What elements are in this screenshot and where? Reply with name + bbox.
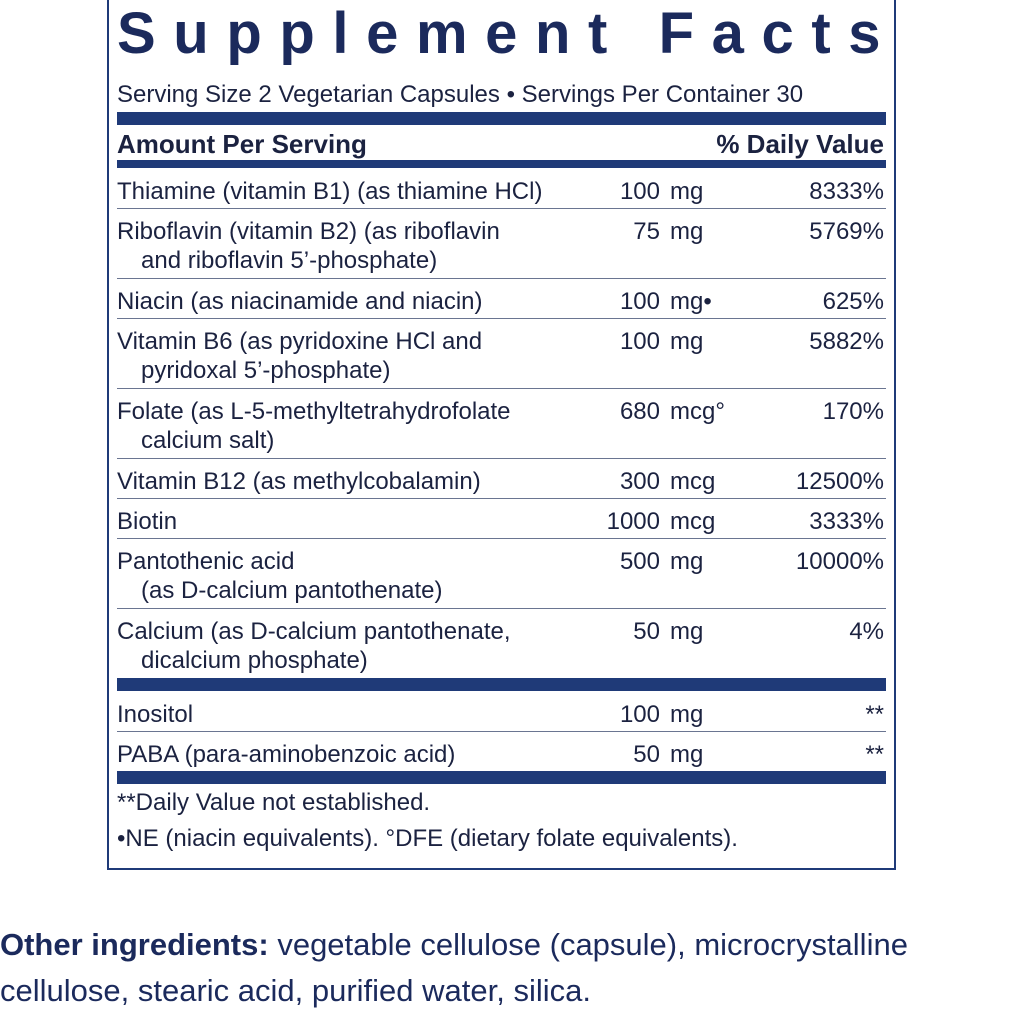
daily-value: 3333%: [809, 508, 884, 535]
nutrient-name: Inositol: [117, 701, 194, 728]
dv-header: % Daily Value: [716, 129, 884, 159]
nutrient-name: (as D-calcium pantothenate): [141, 577, 443, 604]
unit: mg: [670, 218, 704, 245]
row-divider: [117, 538, 886, 539]
nutrient-name: Niacin (as niacinamide and niacin): [117, 288, 483, 315]
amount: 50: [633, 618, 660, 645]
divider-bar: [117, 771, 886, 784]
daily-value: **: [865, 701, 884, 728]
facts-panel: [107, 0, 896, 870]
row-divider: [117, 208, 886, 209]
row-divider: [117, 388, 886, 389]
unit: mg: [670, 701, 704, 728]
nutrient-name: Vitamin B12 (as methylcobalamin): [117, 468, 481, 495]
footnote: •NE (niacin equivalents). °DFE (dietary …: [117, 825, 738, 852]
divider-bar: [117, 678, 886, 691]
daily-value: 5882%: [809, 328, 884, 355]
other-ingredients-label: Other ingredients:: [0, 927, 269, 962]
divider-bar: [117, 112, 886, 125]
nutrient-name: calcium salt): [141, 427, 275, 454]
daily-value: 12500%: [795, 468, 884, 495]
daily-value: 4%: [849, 618, 884, 645]
amount-header: Amount Per Serving: [117, 129, 367, 159]
amount: 680: [619, 398, 660, 425]
footnote: **Daily Value not established.: [117, 789, 431, 816]
amount: 100: [619, 701, 660, 728]
row-divider: [117, 318, 886, 319]
nutrient-name: Biotin: [117, 508, 178, 535]
nutrient-name: Riboflavin (vitamin B2) (as riboflavin: [117, 218, 500, 245]
unit: mcg°: [670, 398, 725, 425]
nutrient-name: and riboflavin 5’-phosphate): [141, 247, 438, 274]
serving-info: Serving Size 2 Vegetarian Capsules • Ser…: [117, 81, 804, 108]
unit: mg: [670, 548, 704, 575]
nutrient-name: Thiamine (vitamin B1) (as thiamine HCl): [117, 178, 543, 205]
nutrient-name: PABA (para-aminobenzoic acid): [117, 741, 456, 768]
unit: mg: [670, 328, 704, 355]
amount: 50: [633, 741, 660, 768]
daily-value: 5769%: [809, 218, 884, 245]
amount: 500: [619, 548, 660, 575]
divider-bar: [117, 160, 886, 168]
daily-value: 170%: [822, 398, 884, 425]
nutrient-name: Folate (as L-5-methyltetrahydrofolate: [117, 398, 511, 425]
other-ingredients-text: vegetable cellulose (capsule), microcrys…: [0, 927, 908, 1008]
unit: mg: [670, 618, 704, 645]
nutrient-name: Calcium (as D-calcium pantothenate,: [117, 618, 511, 645]
other-ingredients: Other ingredients: vegetable cellulose (…: [0, 922, 1024, 1014]
amount: 300: [619, 468, 660, 495]
unit: mg•: [670, 288, 712, 315]
row-divider: [117, 278, 886, 279]
nutrient-name: Pantothenic acid: [117, 548, 295, 575]
unit: mcg: [670, 508, 716, 535]
nutrient-name: dicalcium phosphate): [141, 647, 368, 674]
unit: mcg: [670, 468, 716, 495]
daily-value: 10000%: [795, 548, 884, 575]
amount: 75: [633, 218, 660, 245]
row-divider: [117, 731, 886, 732]
row-divider: [117, 458, 886, 459]
daily-value: **: [865, 741, 884, 768]
unit: mg: [670, 178, 704, 205]
unit: mg: [670, 741, 704, 768]
amount: 100: [619, 178, 660, 205]
panel-title: Supplement Facts: [117, 1, 899, 66]
amount: 100: [619, 328, 660, 355]
row-divider: [117, 498, 886, 499]
nutrient-name: Vitamin B6 (as pyridoxine HCl and: [117, 328, 483, 355]
daily-value: 625%: [822, 288, 884, 315]
row-divider: [117, 608, 886, 609]
nutrient-name: pyridoxal 5’-phosphate): [141, 357, 391, 384]
daily-value: 8333%: [809, 178, 884, 205]
amount: 1000: [606, 508, 660, 535]
amount: 100: [619, 288, 660, 315]
